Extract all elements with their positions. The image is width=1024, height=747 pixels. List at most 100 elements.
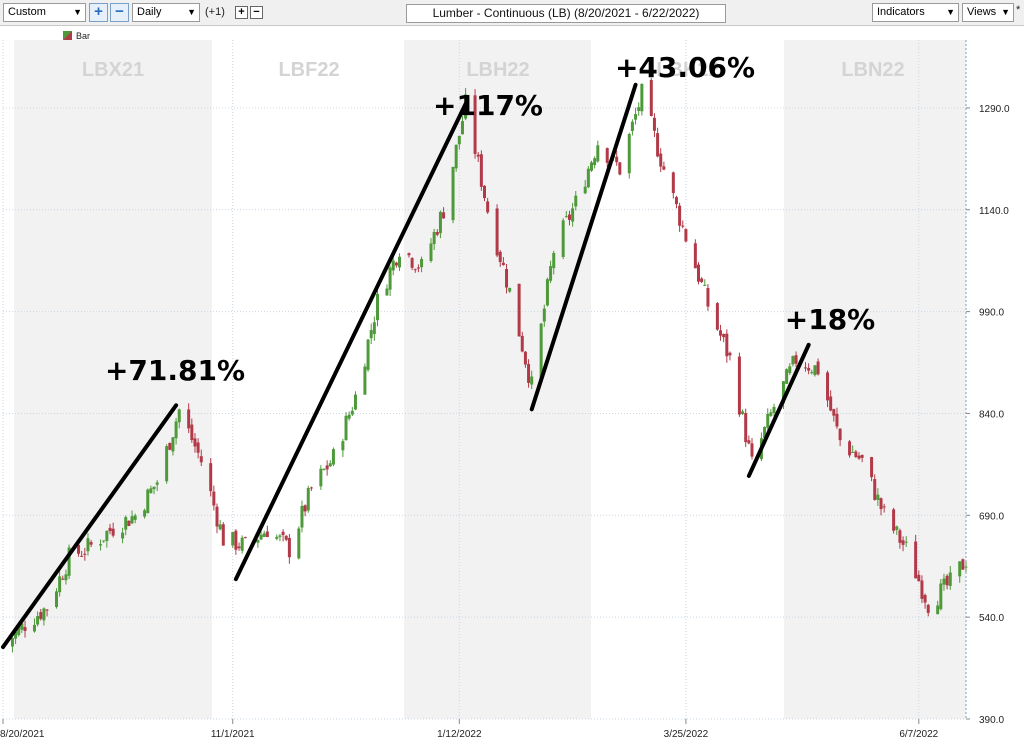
trend-line bbox=[746, 342, 811, 478]
price-bar-body bbox=[121, 532, 125, 539]
price-bar-body bbox=[939, 583, 943, 610]
price-bar-body bbox=[674, 197, 678, 205]
offset-plus-button[interactable]: + bbox=[235, 6, 248, 19]
price-bar-body bbox=[794, 355, 798, 364]
price-bar-body bbox=[102, 540, 106, 542]
price-bar-body bbox=[10, 637, 14, 647]
price-bar-body bbox=[363, 366, 367, 395]
price-bar-body bbox=[552, 252, 556, 269]
contract-label: LBX21 bbox=[82, 59, 144, 81]
trend-line bbox=[1, 403, 179, 650]
price-bar-body bbox=[590, 162, 593, 171]
price-bar-body bbox=[520, 335, 524, 352]
price-bar-body bbox=[832, 409, 836, 416]
price-bar-body bbox=[882, 506, 886, 508]
price-bar-body bbox=[394, 262, 398, 266]
x-tick-label: 6/7/2022 bbox=[899, 729, 938, 740]
price-bar-body bbox=[737, 356, 741, 415]
price-bar-body bbox=[697, 264, 700, 282]
price-bar-body bbox=[920, 580, 924, 599]
price-bar-body bbox=[413, 269, 417, 271]
price-bar-body bbox=[287, 537, 291, 558]
price-bar-body bbox=[281, 531, 285, 536]
price-bar-body bbox=[99, 544, 103, 546]
price-bar-body bbox=[652, 117, 656, 131]
zoom-out-button[interactable]: − bbox=[110, 3, 129, 22]
price-bar-body bbox=[331, 449, 335, 465]
price-bar-body bbox=[826, 372, 830, 401]
price-bar-body bbox=[476, 154, 480, 157]
price-bar-body bbox=[152, 486, 156, 490]
price-bar-body bbox=[851, 451, 855, 453]
price-bar-body bbox=[174, 421, 178, 439]
price-bar-body bbox=[870, 457, 874, 478]
price-bar-body bbox=[32, 624, 36, 632]
indicators-button[interactable]: Indicators ▼ bbox=[872, 3, 959, 22]
price-bar-body bbox=[722, 334, 726, 338]
price-bar-body bbox=[388, 267, 392, 290]
chevron-down-icon: ▼ bbox=[1001, 7, 1010, 17]
price-bar-body bbox=[262, 533, 266, 537]
annotation-label: +117% bbox=[433, 89, 543, 122]
price-bar-body bbox=[545, 279, 549, 306]
price-bar-body bbox=[892, 509, 896, 531]
price-bar-body bbox=[325, 465, 329, 470]
price-bar-body bbox=[23, 627, 27, 631]
price-bar-body bbox=[593, 158, 597, 166]
price-bar-body bbox=[615, 156, 619, 163]
price-bar-body bbox=[457, 135, 461, 145]
contract-label: LBN22 bbox=[841, 59, 904, 81]
price-bar-body bbox=[741, 411, 745, 414]
price-bar-body bbox=[567, 214, 571, 220]
chart-title[interactable]: Lumber - Continuous (LB) (8/20/2021 - 6/… bbox=[406, 4, 726, 23]
contract-band bbox=[784, 40, 966, 719]
price-bar-body bbox=[83, 553, 87, 555]
price-bar-body bbox=[678, 205, 682, 226]
price-bar-body bbox=[813, 365, 817, 376]
annotation-label: +43.06% bbox=[615, 51, 755, 84]
price-bar-body bbox=[539, 323, 543, 381]
zoom-in-button[interactable]: + bbox=[89, 3, 108, 22]
price-bar-body bbox=[564, 216, 568, 218]
period-select[interactable]: Custom ▼ bbox=[3, 3, 86, 22]
price-chart[interactable]: LBX21 LBF22 LBH22 LBK22 LBN22 +71.81% +117% +4… bbox=[0, 26, 1024, 747]
annotation-label: +71.81% bbox=[105, 354, 245, 387]
price-bar-body bbox=[860, 454, 864, 458]
price-bar-body bbox=[39, 612, 43, 619]
price-bar-body bbox=[914, 541, 918, 579]
price-bar-body bbox=[111, 528, 115, 536]
trend-line bbox=[529, 82, 638, 412]
interval-select[interactable]: Daily ▼ bbox=[132, 3, 200, 22]
price-bar-body bbox=[64, 574, 68, 581]
contract-label: LBH22 bbox=[466, 59, 529, 81]
price-bar-body bbox=[879, 498, 883, 510]
chevron-down-icon: ▼ bbox=[187, 7, 196, 17]
price-bar-body bbox=[265, 531, 269, 537]
contract-band bbox=[14, 40, 212, 719]
price-bar-body bbox=[873, 479, 877, 500]
interval-select-value: Daily bbox=[137, 6, 162, 18]
price-bar-body bbox=[586, 168, 590, 188]
annotations: +71.81% +117% +43.06% +18% bbox=[1, 51, 875, 650]
price-bar-body bbox=[936, 605, 940, 615]
y-tick-label: 390.0 bbox=[979, 715, 1004, 726]
price-bar-body bbox=[926, 604, 930, 613]
price-bars bbox=[1, 78, 968, 653]
price-bar-body bbox=[275, 536, 279, 539]
price-bar-body bbox=[149, 488, 153, 493]
price-bar-body bbox=[212, 491, 216, 506]
minus-icon: − bbox=[253, 6, 260, 18]
price-bar-body bbox=[700, 278, 704, 282]
offset-minus-button[interactable]: − bbox=[250, 6, 263, 19]
price-bar-body bbox=[662, 166, 666, 170]
price-bar-body bbox=[848, 441, 852, 456]
price-bar-body bbox=[495, 208, 499, 256]
price-bar-body bbox=[385, 288, 389, 296]
views-button[interactable]: Views ▼ bbox=[962, 3, 1014, 22]
price-bar-body bbox=[618, 162, 622, 175]
price-bar-body bbox=[583, 186, 587, 194]
price-bar-body bbox=[898, 530, 902, 543]
price-bar-body bbox=[486, 201, 490, 213]
price-bar-body bbox=[807, 367, 811, 371]
plus-icon: + bbox=[238, 6, 245, 18]
